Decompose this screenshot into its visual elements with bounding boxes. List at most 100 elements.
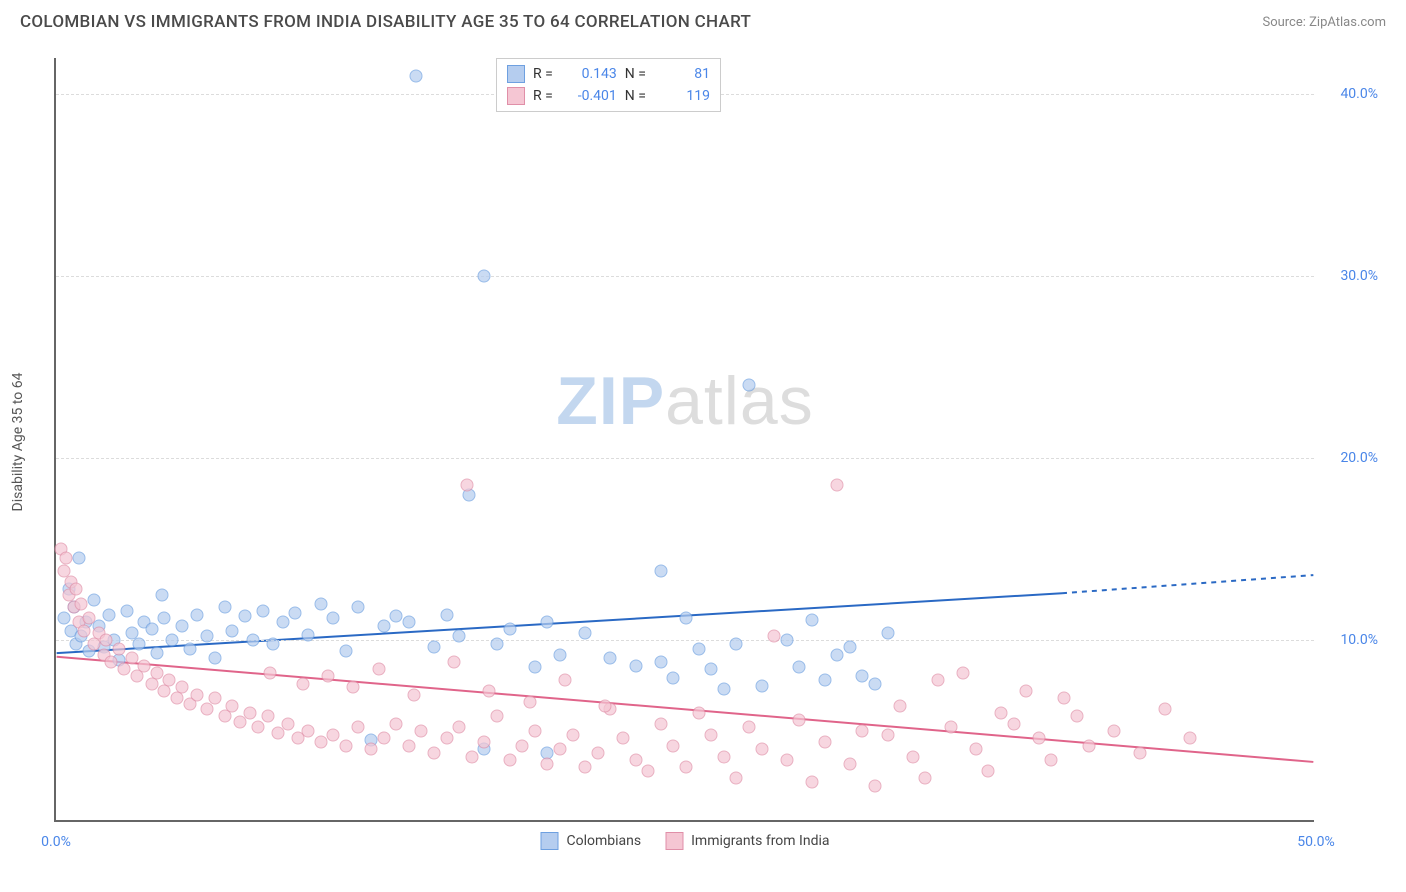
x-tick-label: 50.0%: [1297, 834, 1335, 850]
data-point: [806, 775, 819, 788]
data-point: [881, 626, 894, 639]
n-value-series1: 81: [654, 66, 710, 82]
data-point: [118, 663, 131, 676]
gridline: [56, 458, 1314, 459]
data-point: [1070, 710, 1083, 723]
y-tick-label: 40.0%: [1340, 86, 1378, 102]
data-point: [77, 625, 90, 638]
data-point: [339, 739, 352, 752]
data-point: [831, 648, 844, 661]
data-point: [541, 615, 554, 628]
data-point: [717, 750, 730, 763]
data-point: [503, 623, 516, 636]
data-point: [208, 692, 221, 705]
data-point: [793, 661, 806, 674]
data-point: [806, 614, 819, 627]
data-point: [654, 717, 667, 730]
data-point: [599, 699, 612, 712]
data-point: [768, 630, 781, 643]
data-point: [1108, 725, 1121, 738]
data-point: [629, 659, 642, 672]
legend-item-series1: Colombians: [541, 832, 642, 850]
data-point: [541, 757, 554, 770]
data-point: [579, 761, 592, 774]
data-point: [410, 70, 423, 83]
x-tick-label: 0.0%: [41, 834, 71, 850]
r-label: R =: [533, 66, 553, 82]
data-point: [856, 725, 869, 738]
data-point: [218, 710, 231, 723]
data-point: [705, 663, 718, 676]
data-point: [483, 685, 496, 698]
data-point: [730, 772, 743, 785]
data-point: [969, 743, 982, 756]
data-point: [881, 728, 894, 741]
chart-container: Disability Age 35 to 64 ZIPatlas R = 0.1…: [48, 46, 1386, 838]
data-point: [465, 750, 478, 763]
data-point: [579, 626, 592, 639]
data-point: [145, 623, 158, 636]
data-point: [289, 606, 302, 619]
data-point: [390, 717, 403, 730]
data-point: [503, 754, 516, 767]
data-point: [347, 681, 360, 694]
data-point: [264, 666, 277, 679]
data-point: [276, 615, 289, 628]
data-point: [208, 652, 221, 665]
data-point: [629, 754, 642, 767]
data-point: [680, 612, 693, 625]
n-label: N =: [625, 88, 646, 104]
data-point: [780, 754, 793, 767]
swatch-series1: [541, 832, 559, 850]
data-point: [72, 552, 85, 565]
data-point: [327, 612, 340, 625]
data-point: [717, 683, 730, 696]
header: COLOMBIAN VS IMMIGRANTS FROM INDIA DISAB…: [0, 0, 1406, 40]
data-point: [322, 670, 335, 683]
data-point: [428, 746, 441, 759]
data-point: [667, 739, 680, 752]
data-point: [1184, 732, 1197, 745]
data-point: [352, 601, 365, 614]
data-point: [138, 659, 151, 672]
data-point: [692, 706, 705, 719]
data-point: [1020, 685, 1033, 698]
data-point: [133, 637, 146, 650]
legend-row-series1: R = 0.143 N = 81: [507, 63, 710, 85]
data-point: [226, 625, 239, 638]
data-point: [266, 637, 279, 650]
data-point: [528, 661, 541, 674]
data-point: [75, 597, 88, 610]
data-point: [780, 634, 793, 647]
y-tick-label: 10.0%: [1340, 632, 1378, 648]
data-point: [296, 677, 309, 690]
data-point: [944, 721, 957, 734]
data-point: [591, 746, 604, 759]
data-point: [339, 645, 352, 658]
data-point: [176, 681, 189, 694]
data-point: [377, 732, 390, 745]
data-point: [460, 479, 473, 492]
n-label: N =: [625, 66, 646, 82]
data-point: [402, 615, 415, 628]
gridline: [56, 640, 1314, 641]
data-point: [314, 597, 327, 610]
data-point: [390, 610, 403, 623]
data-point: [57, 612, 70, 625]
data-point: [680, 761, 693, 774]
data-point: [818, 674, 831, 687]
data-point: [176, 619, 189, 632]
legend-correlation: R = 0.143 N = 81 R = -0.401 N = 119: [496, 58, 721, 112]
data-point: [60, 552, 73, 565]
data-point: [932, 674, 945, 687]
data-point: [755, 743, 768, 756]
data-point: [352, 721, 365, 734]
data-point: [478, 735, 491, 748]
data-point: [957, 666, 970, 679]
data-point: [642, 765, 655, 778]
data-point: [201, 703, 214, 716]
data-point: [491, 637, 504, 650]
data-point: [183, 643, 196, 656]
data-point: [415, 725, 428, 738]
swatch-series1: [507, 65, 525, 83]
